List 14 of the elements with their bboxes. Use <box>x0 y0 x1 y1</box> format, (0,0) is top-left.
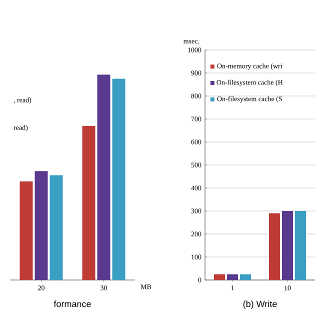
bar <box>240 274 252 280</box>
text: formance <box>54 300 91 308</box>
bar <box>34 171 48 280</box>
bar <box>50 175 63 280</box>
text: (b) Write <box>243 300 277 309</box>
bar <box>269 213 280 280</box>
bar <box>227 274 238 280</box>
bar <box>214 274 226 280</box>
bar <box>97 74 110 280</box>
bar <box>82 126 96 280</box>
bar <box>20 181 33 280</box>
bar <box>112 78 126 280</box>
bar <box>295 211 306 280</box>
bar <box>282 211 294 280</box>
